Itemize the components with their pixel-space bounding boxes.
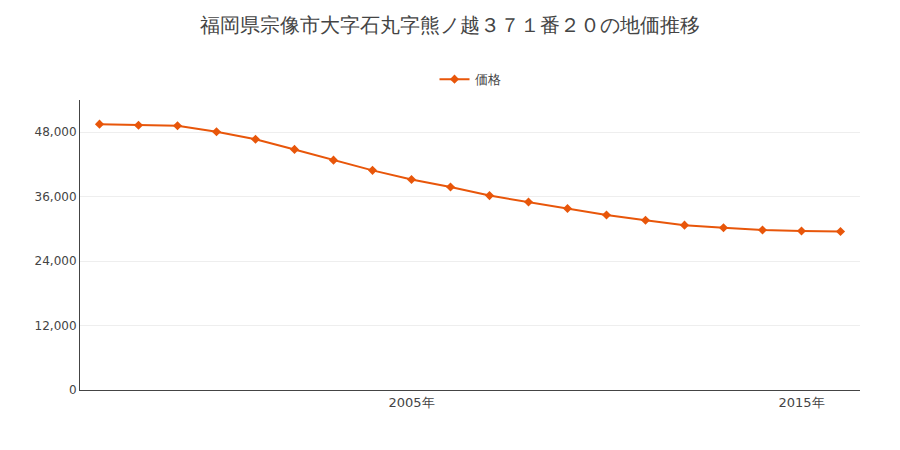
svg-text:24,000: 24,000 [35, 254, 77, 268]
svg-text:福岡県宗像市大字石丸字熊ノ越３７１番２０の地価推移: 福岡県宗像市大字石丸字熊ノ越３７１番２０の地価推移 [200, 13, 700, 37]
svg-text:2015年: 2015年 [778, 395, 824, 410]
svg-text:0: 0 [69, 383, 77, 397]
svg-text:2005年: 2005年 [388, 395, 434, 410]
svg-text:48,000: 48,000 [35, 125, 77, 139]
svg-text:価格: 価格 [475, 72, 501, 87]
svg-text:12,000: 12,000 [35, 319, 77, 333]
svg-text:36,000: 36,000 [35, 190, 77, 204]
